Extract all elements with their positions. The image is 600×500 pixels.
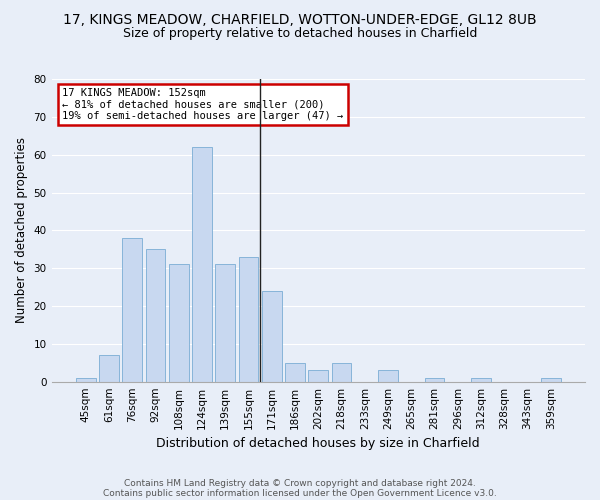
Bar: [308, 370, 328, 382]
Bar: [378, 370, 398, 382]
Y-axis label: Number of detached properties: Number of detached properties: [15, 138, 28, 324]
Bar: [169, 264, 188, 382]
Bar: [99, 355, 119, 382]
Text: 17, KINGS MEADOW, CHARFIELD, WOTTON-UNDER-EDGE, GL12 8UB: 17, KINGS MEADOW, CHARFIELD, WOTTON-UNDE…: [63, 12, 537, 26]
Bar: [471, 378, 491, 382]
Bar: [239, 257, 259, 382]
Bar: [146, 250, 166, 382]
Text: Contains HM Land Registry data © Crown copyright and database right 2024.: Contains HM Land Registry data © Crown c…: [124, 478, 476, 488]
Bar: [285, 363, 305, 382]
X-axis label: Distribution of detached houses by size in Charfield: Distribution of detached houses by size …: [157, 437, 480, 450]
Bar: [76, 378, 95, 382]
Text: Size of property relative to detached houses in Charfield: Size of property relative to detached ho…: [123, 28, 477, 40]
Bar: [425, 378, 445, 382]
Bar: [122, 238, 142, 382]
Text: Contains public sector information licensed under the Open Government Licence v3: Contains public sector information licen…: [103, 488, 497, 498]
Bar: [541, 378, 561, 382]
Text: 17 KINGS MEADOW: 152sqm
← 81% of detached houses are smaller (200)
19% of semi-d: 17 KINGS MEADOW: 152sqm ← 81% of detache…: [62, 88, 343, 122]
Bar: [215, 264, 235, 382]
Bar: [332, 363, 352, 382]
Bar: [262, 291, 281, 382]
Bar: [192, 147, 212, 382]
